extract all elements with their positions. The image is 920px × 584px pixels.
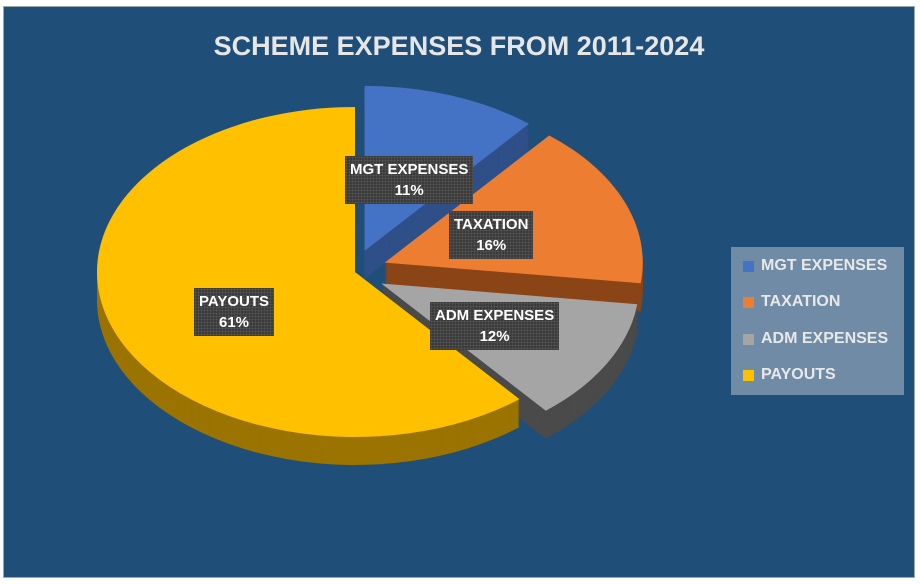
pie-slice-payouts[interactable] — [96, 107, 520, 437]
legend-item-adm: ADM EXPENSES — [743, 329, 888, 349]
data-label-name: ADM EXPENSES — [435, 307, 555, 324]
data-label-value: 16% — [476, 237, 507, 254]
legend-swatch — [743, 296, 754, 308]
data-label-value: 61% — [219, 314, 250, 331]
legend-label: ADM EXPENSES — [761, 330, 889, 347]
legend-item-taxation: TAXATION — [743, 292, 840, 312]
data-label-value: 11% — [394, 182, 424, 199]
data-label-name: MGT EXPENSES — [350, 161, 469, 178]
legend-item-payouts: PAYOUTS — [743, 365, 836, 385]
legend-label: MGT EXPENSES — [761, 257, 888, 274]
data-label-payouts: PAYOUTS 61% — [194, 288, 275, 336]
legend-label: PAYOUTS — [761, 366, 836, 383]
data-label-taxation: TAXATION 16% — [449, 211, 534, 259]
data-label-adm: ADM EXPENSES 12% — [430, 302, 560, 350]
chart-title: SCHEME EXPENSES FROM 2011-2024 — [213, 31, 705, 61]
legend-swatch — [743, 260, 754, 272]
legend-swatch — [743, 333, 754, 345]
legend-item-mgt: MGT EXPENSES — [743, 256, 887, 276]
legend-swatch — [743, 369, 754, 381]
data-label-mgt: MGT EXPENSES 11% — [345, 156, 474, 204]
legend-label: TAXATION — [761, 293, 841, 310]
data-label-name: TAXATION — [454, 216, 529, 233]
legend: MGT EXPENSES TAXATION ADM EXPENSES PAYOU… — [731, 247, 904, 395]
data-label-value: 12% — [479, 328, 510, 345]
data-label-name: PAYOUTS — [199, 293, 270, 310]
